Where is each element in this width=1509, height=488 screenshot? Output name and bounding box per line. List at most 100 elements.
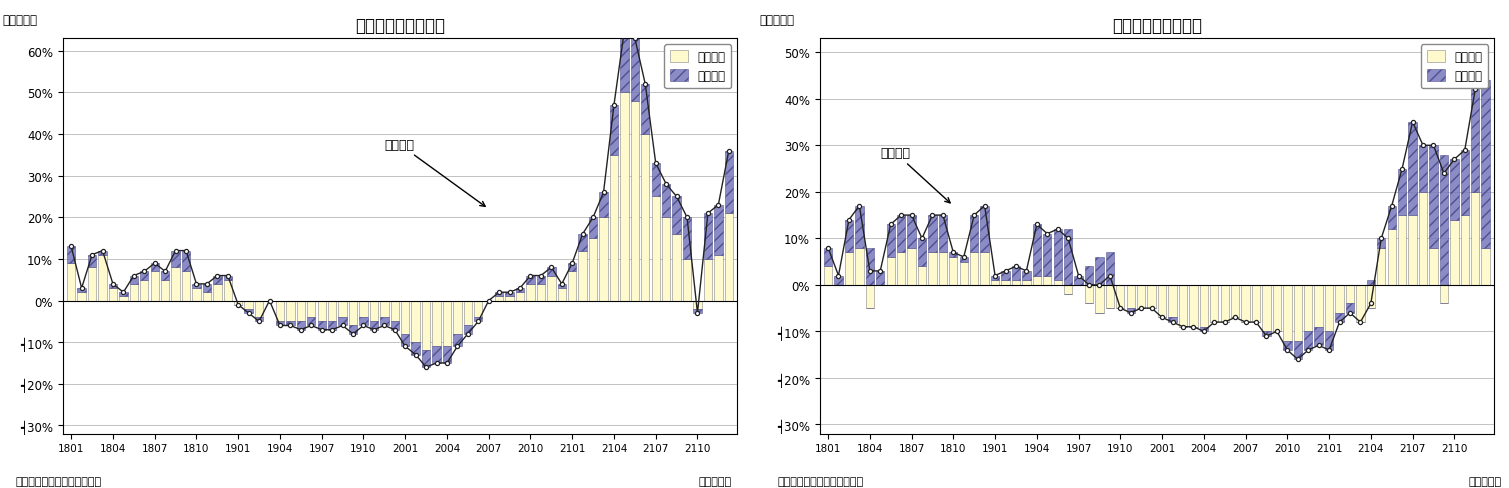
Bar	[631, 39, 638, 102]
Bar	[1429, 248, 1438, 285]
Bar	[949, 257, 958, 285]
Bar	[442, 346, 451, 363]
Text: （年・月）: （年・月）	[699, 476, 732, 486]
Bar	[1106, 285, 1114, 308]
Bar	[1053, 281, 1062, 285]
Bar	[991, 276, 999, 281]
Bar	[1127, 285, 1135, 308]
Bar	[1440, 285, 1449, 304]
Bar	[192, 288, 201, 301]
Bar	[1304, 332, 1313, 350]
Text: （前年比）: （前年比）	[759, 15, 794, 27]
Bar	[1117, 285, 1124, 308]
Text: （年・月）: （年・月）	[1468, 476, 1501, 486]
Bar	[970, 216, 978, 253]
Bar	[1200, 285, 1209, 327]
Bar	[183, 251, 190, 272]
Bar	[1429, 146, 1438, 248]
Bar	[297, 301, 305, 322]
Bar	[327, 322, 337, 330]
Bar	[1022, 281, 1031, 285]
Bar	[886, 225, 895, 257]
Bar	[1418, 146, 1428, 192]
Bar	[506, 293, 513, 297]
Bar	[970, 253, 978, 285]
Bar	[928, 253, 937, 285]
Text: （前年比）: （前年比）	[2, 15, 38, 27]
Bar	[172, 251, 180, 268]
Bar	[202, 285, 211, 293]
Bar	[349, 326, 358, 334]
Bar	[1304, 285, 1313, 332]
Bar	[1168, 318, 1177, 323]
Bar	[724, 214, 733, 301]
Bar	[433, 301, 441, 346]
Bar	[1064, 229, 1073, 285]
Bar	[391, 322, 398, 330]
Bar	[495, 297, 504, 301]
Bar	[866, 248, 874, 285]
Bar	[391, 301, 398, 322]
Bar	[359, 301, 368, 318]
Bar	[1314, 285, 1323, 327]
Bar	[287, 322, 294, 326]
Bar	[1283, 341, 1292, 350]
Bar	[960, 257, 967, 262]
Bar	[693, 301, 702, 309]
Bar	[907, 216, 916, 248]
Bar	[370, 301, 379, 322]
Bar	[599, 193, 608, 218]
Bar	[652, 197, 659, 301]
Bar	[327, 301, 337, 322]
Bar	[1450, 220, 1459, 285]
Bar	[1262, 332, 1271, 336]
Bar	[1325, 332, 1334, 350]
Bar	[834, 276, 842, 285]
Bar	[1482, 81, 1489, 248]
Bar	[548, 268, 555, 276]
Bar	[1408, 123, 1417, 216]
Bar	[1335, 313, 1343, 323]
Bar	[338, 318, 347, 326]
Bar	[1272, 285, 1281, 332]
Legend: 数量要因, 価格要因: 数量要因, 価格要因	[1421, 45, 1488, 89]
Bar	[1461, 216, 1468, 285]
Bar	[1252, 285, 1260, 323]
Bar	[703, 259, 712, 301]
Bar	[66, 247, 75, 264]
Bar	[401, 301, 409, 334]
Bar	[442, 301, 451, 346]
Bar	[1096, 285, 1103, 313]
Bar	[1200, 327, 1209, 332]
Bar	[516, 288, 524, 293]
Bar	[589, 239, 598, 301]
Bar	[1450, 160, 1459, 220]
Bar	[845, 220, 853, 253]
Bar	[109, 288, 118, 301]
Bar	[1157, 285, 1166, 318]
Bar	[151, 264, 158, 272]
Bar	[380, 318, 388, 326]
Bar	[917, 267, 927, 285]
Bar	[1325, 285, 1334, 332]
Bar	[1357, 285, 1364, 323]
Bar	[1032, 225, 1041, 276]
Bar	[1262, 285, 1271, 332]
Bar	[578, 251, 587, 301]
Bar	[1189, 285, 1198, 327]
Bar	[234, 301, 243, 305]
Bar	[1179, 285, 1188, 327]
Bar	[724, 151, 733, 214]
Bar	[610, 106, 619, 156]
Bar	[1408, 216, 1417, 285]
Bar	[662, 184, 670, 218]
Bar	[1346, 304, 1354, 313]
Bar	[1002, 271, 1010, 281]
Bar	[714, 255, 723, 301]
Bar	[693, 309, 702, 313]
Bar	[567, 264, 576, 272]
Bar	[641, 85, 649, 135]
Bar	[1085, 285, 1093, 304]
Bar	[223, 280, 232, 301]
Bar	[589, 218, 598, 239]
